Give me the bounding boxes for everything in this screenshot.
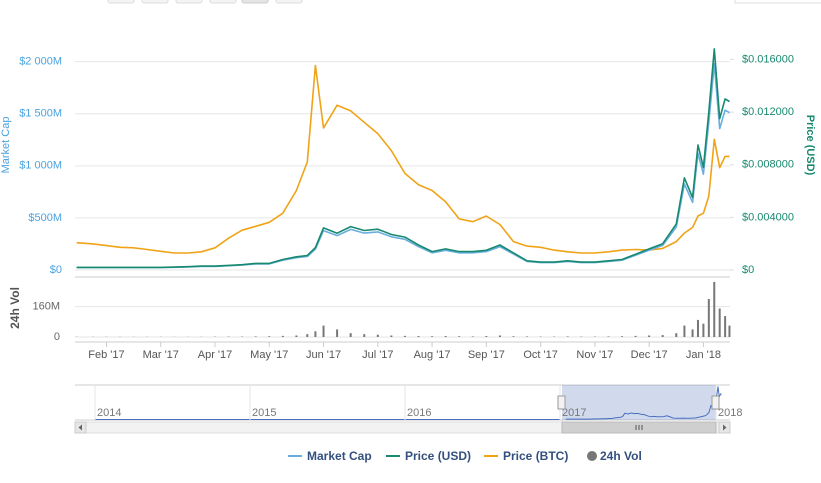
volume-bar	[404, 336, 406, 337]
legend-label: Price (BTC)	[503, 449, 568, 463]
y-tick-label: $1 000M	[19, 160, 62, 172]
navigator-label: 2014	[97, 407, 121, 419]
volume-bar	[512, 336, 514, 337]
date-input[interactable]	[735, 0, 821, 3]
navigator-handle[interactable]	[712, 396, 719, 409]
y-tick-label: $2 000M	[19, 56, 62, 68]
volume-bar	[675, 333, 677, 337]
volume-bar	[621, 336, 623, 337]
volume-bar	[323, 326, 325, 337]
volume-bar	[567, 336, 569, 337]
y-axis-title: Market Cap	[0, 117, 12, 174]
volume-bar	[295, 335, 297, 337]
navigator-label: 2015	[252, 407, 276, 419]
vol-tick-label: 0	[54, 331, 60, 343]
x-tick-label: Jan '18	[686, 349, 721, 361]
x-tick-label: Oct '17	[523, 349, 558, 361]
volume-bar	[255, 336, 257, 337]
series-line	[77, 66, 730, 254]
volume-bar	[268, 336, 270, 337]
volume-bar	[719, 309, 721, 338]
y2-axis-title: Price (USD)	[804, 115, 816, 176]
volume-bar	[648, 335, 650, 337]
zoom-button[interactable]	[242, 0, 268, 3]
x-tick-label: May '17	[250, 349, 288, 361]
volume-bar	[635, 336, 637, 337]
x-tick-label: Jul '17	[362, 349, 393, 361]
volume-bar	[713, 282, 715, 337]
volume-bar	[662, 335, 664, 337]
y2-tick-label: $0.008000	[742, 159, 794, 171]
legend-item[interactable]: 24h Vol	[587, 449, 642, 463]
zoom-button[interactable]	[210, 0, 236, 3]
volume-bar	[607, 336, 609, 337]
y-tick-label: $500M	[28, 212, 62, 224]
vol-axis-title: 24h Vol	[8, 287, 22, 329]
zoom-button[interactable]	[176, 0, 202, 3]
volume-bar	[458, 336, 460, 337]
x-tick-label: Dec '17	[631, 349, 668, 361]
y2-tick-label: $0	[742, 264, 754, 276]
navigator-label: 2016	[407, 407, 431, 419]
legend-item[interactable]: Price (USD)	[386, 449, 471, 463]
volume-bar	[390, 335, 392, 337]
volume-bar	[350, 333, 352, 337]
navigator-handle[interactable]	[558, 396, 565, 409]
legend-item[interactable]: Market Cap	[288, 449, 372, 463]
volume-bar	[697, 320, 699, 337]
y2-tick-label: $0.004000	[742, 211, 794, 223]
legend-item[interactable]: Price (BTC)	[484, 449, 568, 463]
navigator-label: 2018	[718, 407, 742, 419]
y2-tick-label: $0.012000	[742, 106, 794, 118]
volume-bar	[363, 334, 365, 337]
x-tick-label: Nov '17	[576, 349, 613, 361]
series-line	[77, 49, 730, 268]
volume-bar	[431, 336, 433, 337]
vol-tick-label: 160M	[32, 301, 60, 313]
x-tick-label: Sep '17	[468, 349, 505, 361]
volume-bar	[336, 329, 338, 337]
volume-bar	[306, 334, 308, 337]
volume-bar	[683, 326, 685, 337]
zoom-button[interactable]	[108, 0, 134, 3]
volume-bar	[728, 326, 730, 337]
legend-label: Market Cap	[307, 449, 372, 463]
volume-bar	[702, 324, 704, 337]
zoom-button[interactable]	[276, 0, 302, 3]
volume-bar	[445, 336, 447, 337]
legend-symbol	[587, 451, 597, 461]
x-tick-label: Mar '17	[143, 349, 179, 361]
volume-bar	[377, 335, 379, 337]
volume-bar	[314, 331, 316, 337]
volume-bar	[724, 316, 726, 337]
legend-label: Price (USD)	[405, 449, 471, 463]
navigator-label: 2017	[562, 407, 586, 419]
x-tick-label: Apr '17	[198, 349, 233, 361]
volume-bar	[692, 329, 694, 337]
volume-bar	[485, 336, 487, 337]
y2-tick-label: $0.016000	[742, 53, 794, 65]
x-tick-label: Feb '17	[88, 349, 124, 361]
y-tick-label: $0	[50, 264, 62, 276]
volume-bar	[526, 336, 528, 337]
volume-bar	[499, 335, 501, 337]
volume-bar	[472, 336, 474, 337]
x-tick-label: Jun '17	[306, 349, 341, 361]
y-tick-label: $1 500M	[19, 108, 62, 120]
zoom-button[interactable]	[142, 0, 168, 3]
volume-bar	[418, 336, 420, 337]
volume-bar	[708, 299, 710, 337]
x-tick-label: Aug '17	[414, 349, 451, 361]
legend-label: 24h Vol	[600, 449, 642, 463]
volume-bar	[282, 336, 284, 337]
